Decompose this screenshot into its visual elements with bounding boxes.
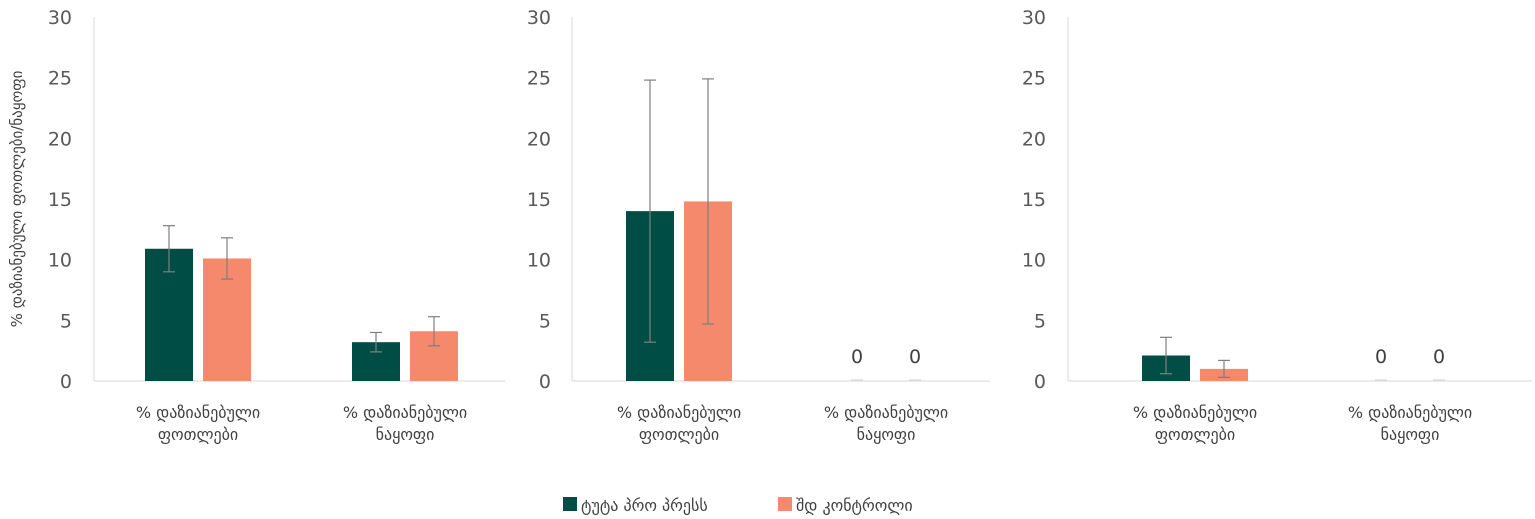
- y-tick-label: 15: [48, 189, 72, 211]
- y-tick-label: 30: [48, 7, 72, 29]
- error-bar: [644, 79, 656, 343]
- y-tick-label: 30: [1022, 7, 1046, 29]
- data-label: 0: [851, 346, 863, 368]
- legend: ტუტა პრო პრესს შდ კონტროლი: [563, 496, 913, 515]
- x-category-label: ნაყოფი: [376, 425, 435, 444]
- error-bar: [428, 316, 440, 347]
- error-bar: [221, 237, 233, 280]
- y-tick-label: 10: [527, 250, 551, 272]
- error-bar: [1218, 359, 1230, 378]
- legend-swatch: [563, 497, 577, 511]
- x-category-label: % დაზიანებული: [824, 403, 948, 422]
- y-tick-label: 15: [527, 189, 551, 211]
- x-category-label: % დაზიანებული: [1133, 403, 1257, 422]
- x-category-label: ფოთლები: [158, 425, 238, 444]
- y-tick-label: 10: [1022, 250, 1046, 272]
- error-bar: [1160, 336, 1172, 375]
- chart-panel-2: 0 5 10 15 20 25 30 % დაზიანებული ფოთლები 0 0 % დაზი…: [527, 7, 990, 444]
- chart-panel-3: 0 5 10 15 20 25 30 % დაზიანებული ფოთლები 0 0 % დაზი…: [1022, 7, 1532, 444]
- data-label: 0: [909, 346, 921, 368]
- x-category-label: ნაყოფი: [857, 425, 916, 444]
- y-tick-label: 10: [48, 250, 72, 272]
- legend-item: შდ კონტროლი: [778, 496, 913, 515]
- x-category-label: % დაზიანებული: [617, 403, 741, 422]
- x-category-label: % დაზიანებული: [1348, 403, 1472, 422]
- error-bar: [370, 331, 382, 353]
- y-tick-label: 20: [1022, 128, 1046, 150]
- y-tick-label: 25: [1022, 68, 1046, 90]
- data-label: 0: [1375, 346, 1387, 368]
- legend-label: ტუტა პრო პრესს: [581, 496, 708, 515]
- y-tick-label: 25: [48, 68, 72, 90]
- data-label: 0: [1433, 346, 1445, 368]
- x-category-label: % დაზიანებული: [343, 403, 467, 422]
- legend-swatch: [778, 497, 792, 511]
- legend-label: შდ კონტროლი: [796, 496, 913, 515]
- y-axis-title: % დაზიანებული ფოთლები/ნაყოფი: [8, 70, 26, 327]
- y-tick-label: 5: [60, 310, 72, 332]
- x-category-label: ფოთლები: [639, 425, 719, 444]
- y-tick-label: 15: [1022, 189, 1046, 211]
- y-tick-label: 20: [48, 128, 72, 150]
- y-tick-label: 25: [527, 68, 551, 90]
- y-tick-label: 5: [539, 310, 551, 332]
- x-category-label: % დაზიანებული: [136, 403, 260, 422]
- y-tick-label: 5: [1034, 310, 1046, 332]
- y-tick-label: 0: [539, 371, 551, 393]
- error-bar: [163, 225, 175, 273]
- legend-item: ტუტა პრო პრესს: [563, 496, 708, 515]
- chart-panel-1: 0 5 10 15 20 25 30 % დაზიანებული ფოთლები/ნაყოფი…: [8, 7, 505, 444]
- error-bar: [702, 78, 714, 325]
- y-tick-label: 20: [527, 128, 551, 150]
- y-tick-label: 30: [527, 7, 551, 29]
- y-tick-label: 0: [1034, 371, 1046, 393]
- x-category-label: ნაყოფი: [1381, 425, 1440, 444]
- y-tick-label: 0: [60, 371, 72, 393]
- x-category-label: ფოთლები: [1155, 425, 1235, 444]
